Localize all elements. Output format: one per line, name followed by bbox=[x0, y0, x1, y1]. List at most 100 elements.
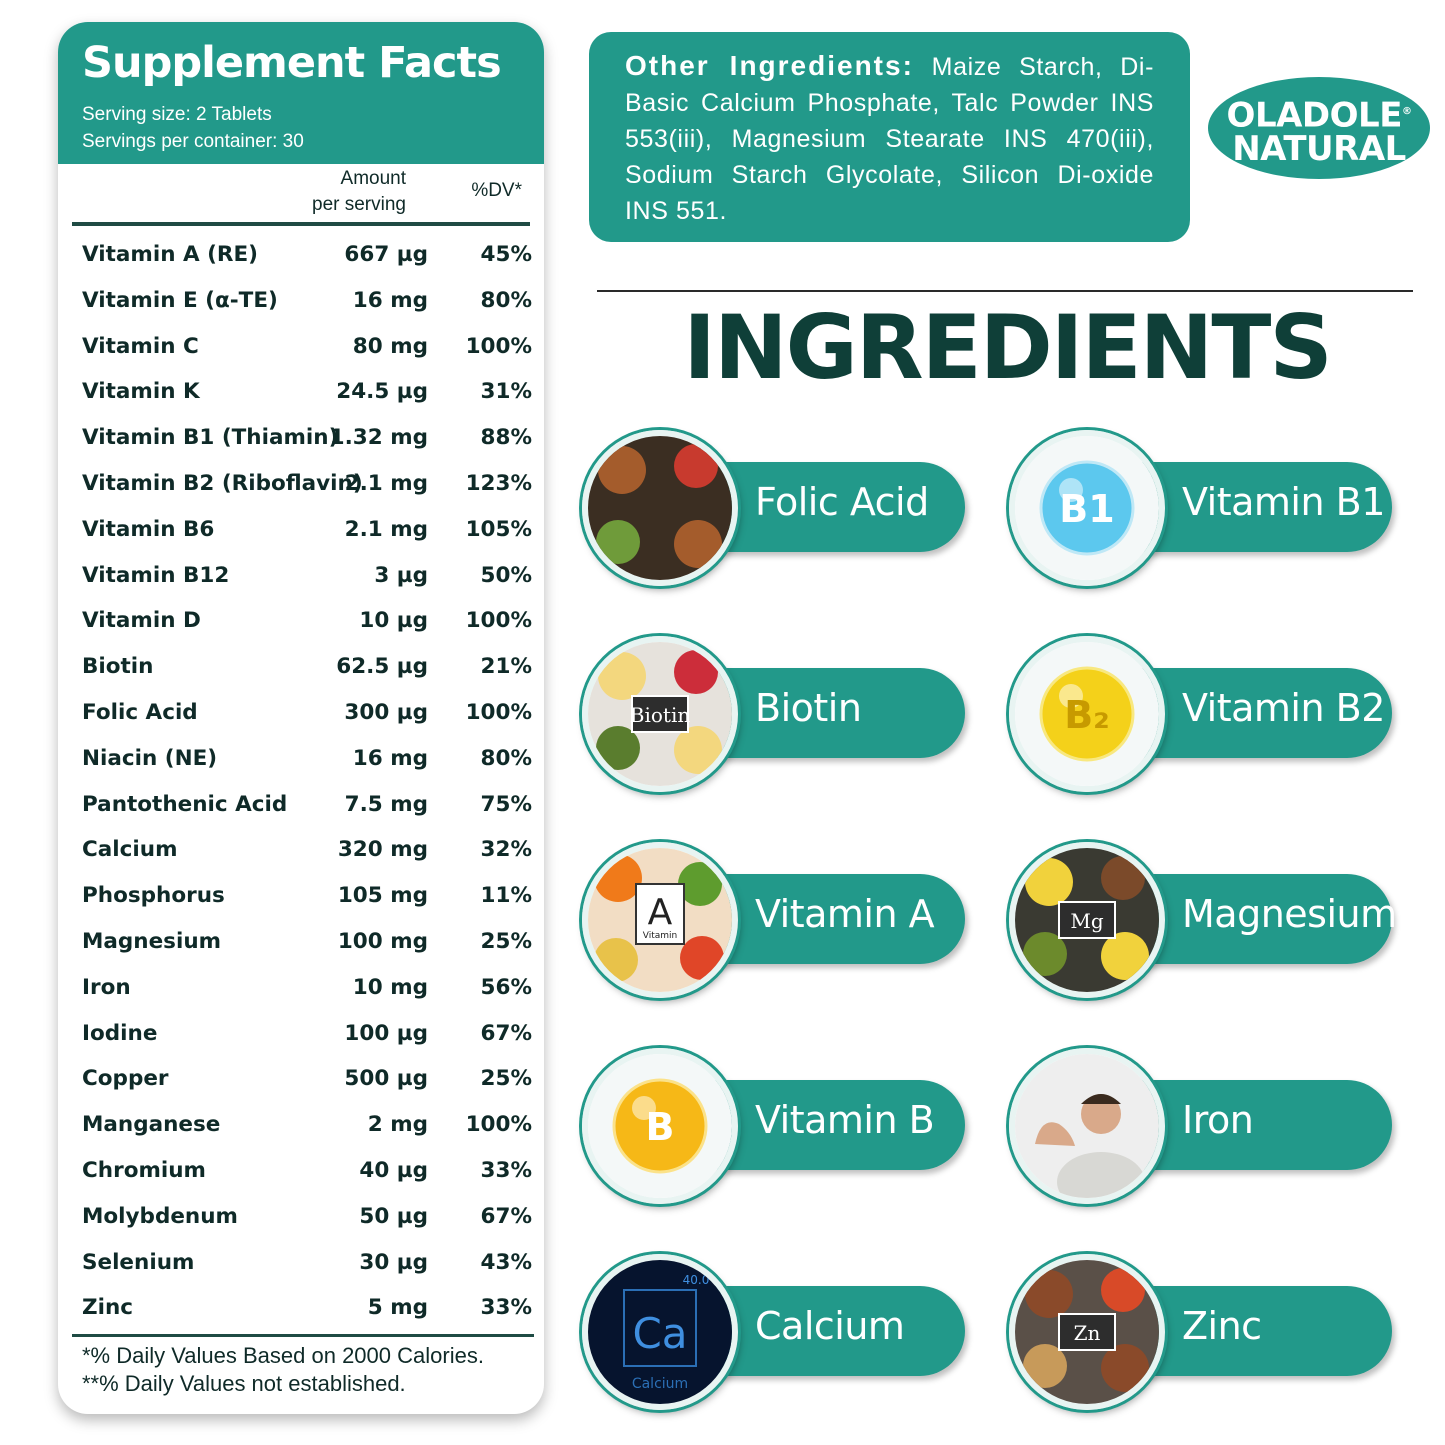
nutrient-row: Copper 500 µg 25% bbox=[82, 1058, 532, 1104]
footnote-daily-values: *% Daily Values Based on 2000 Calories. bbox=[82, 1343, 484, 1368]
nutrient-name: Vitamin B2 (Riboflavin) bbox=[82, 470, 363, 496]
vitamin-b-bubble-icon: B bbox=[582, 1048, 738, 1204]
nutrient-table: Vitamin A (RE) 667 µg 45% Vitamin E (α-TE) 1… bbox=[82, 234, 532, 1333]
nutrient-name: Chromium bbox=[82, 1157, 206, 1183]
nutrient-row: Magnesium 100 mg 25% bbox=[82, 921, 532, 967]
ingredient-card: Calcium Ca 40.0 Calcium bbox=[582, 1254, 967, 1414]
ingredient-card: Folic Acid bbox=[582, 430, 967, 590]
nutrient-name: Vitamin A (RE) bbox=[82, 242, 258, 267]
nutrient-name: Niacin (NE) bbox=[82, 745, 218, 771]
nutrient-dv: 31% bbox=[480, 379, 532, 405]
nutrient-dv: 67% bbox=[480, 1203, 532, 1229]
nutrient-amount: 300 µg bbox=[344, 699, 428, 725]
biotin-food-photo-icon: Biotin bbox=[582, 636, 738, 792]
supplement-facts-panel: Supplement Facts Serving size: 2 Tablets… bbox=[58, 22, 544, 1414]
nutrient-amount: 16 mg bbox=[352, 745, 428, 771]
nutrient-dv: 33% bbox=[480, 1295, 532, 1321]
nutrient-dv: 43% bbox=[480, 1249, 532, 1275]
nutrient-amount: 24.5 µg bbox=[336, 379, 428, 405]
ingredient-card: Iron bbox=[1009, 1048, 1394, 1208]
nutrient-name: Vitamin K bbox=[82, 379, 200, 405]
nutrient-name: Zinc bbox=[82, 1295, 134, 1321]
nutrient-name: Pantothenic Acid bbox=[82, 791, 288, 817]
nutrient-amount: 30 µg bbox=[359, 1249, 428, 1275]
nutrient-dv: 100% bbox=[465, 1112, 532, 1138]
nutrient-name: Selenium bbox=[82, 1249, 195, 1275]
nutrient-row: Calcium 320 mg 32% bbox=[82, 829, 532, 875]
nutrient-dv: 11% bbox=[480, 883, 532, 909]
nutrient-amount: 40 µg bbox=[359, 1157, 428, 1183]
other-ingredients-box: Other Ingredients: Maize Starch, Di-Basi… bbox=[589, 32, 1190, 242]
nutrient-dv: 100% bbox=[465, 608, 532, 634]
nutrient-dv: 25% bbox=[480, 1066, 532, 1092]
vitamin-b1-bubble-icon: B1 bbox=[1009, 430, 1165, 586]
nutrient-name: Vitamin B12 bbox=[82, 562, 230, 588]
nutrient-row: Vitamin E (α-TE) 16 mg 80% bbox=[82, 280, 532, 326]
ingredient-label: Zinc bbox=[1182, 1304, 1262, 1348]
nutrient-amount: 3 µg bbox=[374, 562, 428, 588]
nutrient-row: Selenium 30 µg 43% bbox=[82, 1242, 532, 1288]
amount-header-line2: per serving bbox=[312, 194, 406, 215]
nutrient-row: Manganese 2 mg 100% bbox=[82, 1104, 532, 1150]
ingredient-label: Biotin bbox=[755, 686, 862, 730]
servings-per-container: Servings per container: 30 bbox=[82, 131, 304, 152]
nutrient-name: Vitamin B6 bbox=[82, 516, 215, 542]
ingredient-card: Vitamin B2 B₂ bbox=[1009, 636, 1394, 796]
ingredient-label: Vitamin A bbox=[755, 892, 935, 936]
nutrient-name: Manganese bbox=[82, 1112, 221, 1138]
ingredient-label: Iron bbox=[1182, 1098, 1254, 1142]
svg-text:Ca: Ca bbox=[632, 1309, 687, 1358]
nutrient-name: Iodine bbox=[82, 1020, 158, 1046]
nutrient-amount: 62.5 µg bbox=[336, 654, 428, 680]
svg-text:B1: B1 bbox=[1059, 487, 1114, 531]
nutrient-dv: 32% bbox=[480, 837, 532, 863]
nutrient-name: Phosphorus bbox=[82, 883, 225, 909]
section-divider bbox=[597, 290, 1413, 292]
ingredient-card: Vitamin B1 B1 bbox=[1009, 430, 1394, 590]
nutrient-amount: 100 µg bbox=[344, 1020, 428, 1046]
svg-text:Biotin: Biotin bbox=[630, 703, 691, 727]
logo-line1: OLADOLE bbox=[1226, 95, 1403, 136]
ingredient-card: Vitamin B B bbox=[582, 1048, 967, 1208]
nutrient-name: Vitamin B1 (Thiamin) bbox=[82, 425, 339, 451]
dv-column-header: %DV* bbox=[471, 180, 522, 201]
svg-text:A: A bbox=[648, 892, 673, 933]
svg-text:B: B bbox=[646, 1105, 675, 1149]
nutrient-row: Folic Acid 300 µg 100% bbox=[82, 692, 532, 738]
footer-divider bbox=[72, 1334, 534, 1337]
ingredients-title: INGREDIENTS bbox=[683, 296, 1332, 399]
ingredient-label: Calcium bbox=[755, 1304, 905, 1348]
nutrient-dv: 25% bbox=[480, 928, 532, 954]
registered-mark: ® bbox=[1401, 106, 1412, 117]
nutrient-amount: 2.1 mg bbox=[344, 516, 428, 542]
food-photo-icon bbox=[582, 430, 738, 586]
nutrient-dv: 67% bbox=[480, 1020, 532, 1046]
brand-logo: OLADOLE® NATURAL bbox=[1208, 77, 1430, 179]
strong-man-icon bbox=[1009, 1048, 1165, 1204]
ingredient-card: Biotin Biotin bbox=[582, 636, 967, 796]
serving-size: Serving size: 2 Tablets bbox=[82, 104, 272, 125]
other-ingredients-label: Other Ingredients: bbox=[625, 50, 914, 81]
ingredient-card: Magnesium Mg bbox=[1009, 842, 1397, 1002]
nutrient-amount: 100 mg bbox=[337, 928, 428, 954]
nutrient-dv: 80% bbox=[480, 745, 532, 771]
footnote-not-established: **% Daily Values not established. bbox=[82, 1371, 406, 1396]
nutrient-amount: 7.5 mg bbox=[344, 791, 428, 817]
svg-text:40.0: 40.0 bbox=[683, 1273, 710, 1287]
ingredient-label: Folic Acid bbox=[755, 480, 929, 524]
supplement-facts-header: Supplement Facts Serving size: 2 Tablets… bbox=[58, 22, 544, 164]
svg-text:B₂: B₂ bbox=[1064, 693, 1110, 737]
ingredient-label: Vitamin B2 bbox=[1182, 686, 1385, 730]
svg-text:Vitamin: Vitamin bbox=[643, 931, 677, 941]
nutrient-amount: 5 mg bbox=[367, 1295, 428, 1321]
nutrient-row: Vitamin B12 3 µg 50% bbox=[82, 555, 532, 601]
nutrient-row: Iodine 100 µg 67% bbox=[82, 1013, 532, 1059]
nutrient-row: Vitamin B2 (Riboflavin) 2.1 mg 123% bbox=[82, 463, 532, 509]
nutrient-amount: 16 mg bbox=[352, 287, 428, 313]
nutrient-dv: 45% bbox=[480, 242, 532, 267]
nutrient-amount: 1.32 mg bbox=[329, 425, 428, 451]
nutrient-row: Vitamin B6 2.1 mg 105% bbox=[82, 509, 532, 555]
ingredient-card: Zinc Zn bbox=[1009, 1254, 1394, 1414]
nutrient-row: Phosphorus 105 mg 11% bbox=[82, 875, 532, 921]
nutrient-row: Vitamin K 24.5 µg 31% bbox=[82, 371, 532, 417]
